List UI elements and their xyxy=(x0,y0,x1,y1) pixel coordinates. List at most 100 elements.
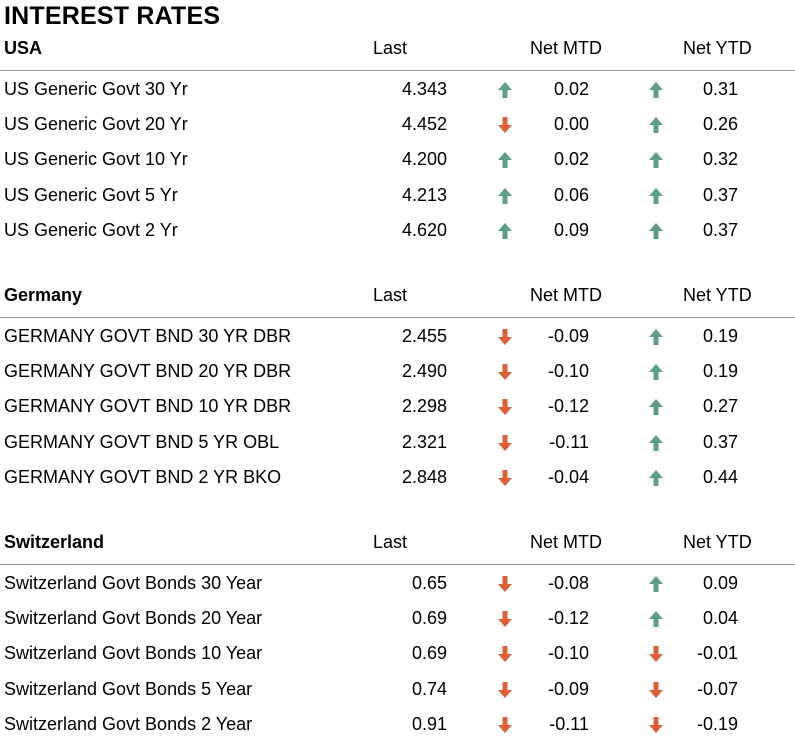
arrow-up-icon xyxy=(648,610,664,628)
security-name: GERMANY GOVT BND 30 YR DBR xyxy=(4,326,292,346)
table-row: US Generic Govt 20 Yr 4.452 0.00 0.26 xyxy=(0,106,795,141)
arrow-down-icon xyxy=(497,575,513,593)
net-mtd-value: -0.04 xyxy=(547,466,589,487)
security-name: Switzerland Govt Bonds 2 Year xyxy=(4,713,253,734)
security-name: Switzerland Govt Bonds 10 Year xyxy=(4,643,263,664)
security-name: GERMANY GOVT BND 20 YR DBR xyxy=(4,361,292,382)
security-name: US Generic Govt 20 Yr xyxy=(4,114,188,135)
security-name: Switzerland Govt Bonds 30 Year xyxy=(4,573,263,593)
page-title: INTEREST RATES xyxy=(4,2,221,30)
section-title: Germany xyxy=(4,285,83,305)
net-ytd-value: 0.31 xyxy=(702,79,738,99)
net-ytd-value: 0.37 xyxy=(702,184,738,205)
last-value: 4.620 xyxy=(401,219,447,240)
net-mtd-value: -0.09 xyxy=(547,326,589,346)
arrow-up-icon xyxy=(497,222,513,240)
column-header-net-ytd: Net YTD xyxy=(683,285,752,305)
column-header-net-mtd: Net MTD xyxy=(530,38,602,58)
last-value: 0.74 xyxy=(411,678,447,699)
arrow-up-icon xyxy=(648,328,664,346)
table-row: GERMANY GOVT BND 20 YR DBR 2.490 -0.10 0.19 xyxy=(0,353,795,388)
table-row: US Generic Govt 2 Yr 4.620 0.09 0.37 xyxy=(0,212,795,247)
net-mtd-value: -0.11 xyxy=(549,431,589,452)
net-mtd-value: 0.02 xyxy=(553,149,589,170)
section-header: Switzerland Last Net MTD Net YTD xyxy=(0,529,795,565)
net-ytd-value: -0.07 xyxy=(696,678,738,699)
section-title: Switzerland xyxy=(4,532,105,552)
table-row: GERMANY GOVT BND 10 YR DBR 2.298 -0.12 0.27 xyxy=(0,388,795,423)
net-mtd-value: -0.10 xyxy=(547,361,589,382)
arrow-down-icon xyxy=(497,645,513,663)
net-ytd-value: 0.26 xyxy=(702,114,738,135)
net-mtd-value: -0.09 xyxy=(547,678,589,699)
last-value: 0.69 xyxy=(411,643,447,664)
last-value: 2.298 xyxy=(401,396,447,417)
last-value: 4.343 xyxy=(401,79,447,99)
arrow-up-icon xyxy=(648,151,664,169)
section-switzerland: Switzerland Last Net MTD Net YTD Switzerland… xyxy=(0,529,795,741)
last-value: 2.848 xyxy=(401,466,447,487)
last-value: 2.490 xyxy=(401,361,447,382)
net-mtd-value: -0.12 xyxy=(547,608,589,629)
last-value: 2.321 xyxy=(401,431,447,452)
net-ytd-value: 0.19 xyxy=(702,361,738,382)
net-mtd-value: 0.09 xyxy=(553,219,589,240)
table-row: Switzerland Govt Bonds 20 Year 0.69 -0.12 0… xyxy=(0,600,795,635)
table-row: US Generic Govt 5 Yr 4.213 0.06 0.37 xyxy=(0,177,795,212)
column-header-last: Last xyxy=(373,532,408,552)
last-value: 4.452 xyxy=(401,114,447,135)
section-germany: Germany Last Net MTD Net YTD GERMANY GOVT BN… xyxy=(0,282,795,494)
last-value: 0.69 xyxy=(411,608,447,629)
arrow-down-icon xyxy=(497,398,513,416)
table-row: US Generic Govt 10 Yr 4.200 0.02 0.32 xyxy=(0,141,795,176)
arrow-up-icon xyxy=(648,116,664,134)
net-mtd-value: -0.12 xyxy=(547,396,589,417)
net-ytd-value: 0.32 xyxy=(702,149,738,170)
net-ytd-value: 0.09 xyxy=(702,573,738,593)
last-value: 0.65 xyxy=(411,573,447,593)
security-name: US Generic Govt 10 Yr xyxy=(4,149,188,170)
section-title: USA xyxy=(4,38,43,58)
arrow-down-icon xyxy=(648,645,664,663)
last-value: 0.91 xyxy=(411,713,447,734)
net-mtd-value: -0.10 xyxy=(547,643,589,664)
security-name: GERMANY GOVT BND 10 YR DBR xyxy=(4,396,292,417)
table-row: US Generic Govt 30 Yr 4.343 0.02 0.31 xyxy=(0,71,795,106)
arrow-down-icon xyxy=(497,434,513,452)
arrow-up-icon xyxy=(648,575,664,593)
arrow-up-icon xyxy=(497,81,513,99)
security-name: US Generic Govt 30 Yr xyxy=(4,79,188,99)
net-ytd-value: -0.01 xyxy=(696,643,738,664)
arrow-up-icon xyxy=(648,187,664,205)
arrow-up-icon xyxy=(648,434,664,452)
net-ytd-value: 0.37 xyxy=(702,219,738,240)
last-value: 4.200 xyxy=(401,149,447,170)
net-mtd-value: 0.00 xyxy=(553,114,589,135)
arrow-down-icon xyxy=(497,681,513,699)
column-header-net-mtd: Net MTD xyxy=(530,285,602,305)
section-header: USA Last Net MTD Net YTD xyxy=(0,35,795,71)
security-name: GERMANY GOVT BND 2 YR BKO xyxy=(4,466,282,487)
arrow-down-icon xyxy=(648,681,664,699)
arrow-up-icon xyxy=(497,151,513,169)
arrow-down-icon xyxy=(497,610,513,628)
arrow-up-icon xyxy=(497,187,513,205)
last-value: 4.213 xyxy=(401,184,447,205)
net-ytd-value: 0.37 xyxy=(702,431,738,452)
column-header-net-mtd: Net MTD xyxy=(530,532,602,552)
table-row: GERMANY GOVT BND 30 YR DBR 2.455 -0.09 0.19 xyxy=(0,318,795,353)
table-row: Switzerland Govt Bonds 10 Year 0.69 -0.10 -… xyxy=(0,635,795,670)
arrow-down-icon xyxy=(497,328,513,346)
column-header-last: Last xyxy=(373,38,408,58)
arrow-up-icon xyxy=(648,398,664,416)
security-name: GERMANY GOVT BND 5 YR OBL xyxy=(4,431,280,452)
net-ytd-value: 0.04 xyxy=(702,608,738,629)
security-name: US Generic Govt 2 Yr xyxy=(4,219,178,240)
arrow-up-icon xyxy=(648,222,664,240)
table-row: Switzerland Govt Bonds 2 Year 0.91 -0.11 -0… xyxy=(0,706,795,741)
column-header-net-ytd: Net YTD xyxy=(683,532,752,552)
arrow-down-icon xyxy=(497,716,513,734)
net-mtd-value: 0.06 xyxy=(553,184,589,205)
net-ytd-value: -0.19 xyxy=(696,713,738,734)
security-name: Switzerland Govt Bonds 20 Year xyxy=(4,608,263,629)
